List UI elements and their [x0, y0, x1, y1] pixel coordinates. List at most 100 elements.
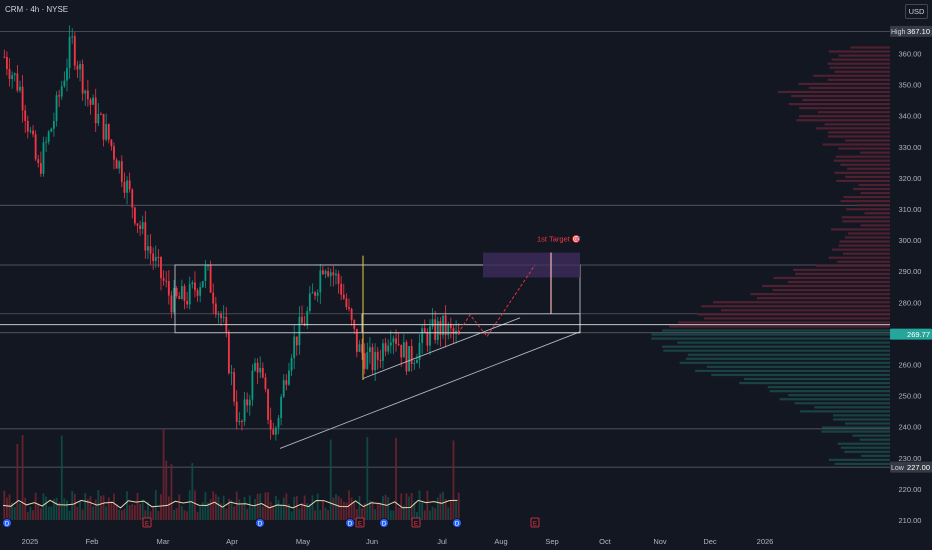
candle-body: [387, 345, 390, 352]
volume-bar: [280, 504, 283, 520]
volume-profile-bar: [701, 305, 890, 308]
volume-bar: [42, 493, 45, 520]
candle-body: [316, 292, 319, 296]
currency-button[interactable]: USD: [905, 4, 928, 19]
volume-bar: [335, 494, 337, 520]
volume-bar: [376, 503, 379, 520]
volume-bar: [79, 500, 81, 520]
candle-body: [162, 278, 165, 281]
volume-profile-bar: [739, 381, 890, 385]
volume-bar: [447, 507, 450, 520]
volume-profile-bar: [651, 333, 890, 336]
candle-body: [272, 429, 275, 435]
volume-bar: [26, 511, 29, 520]
volume-profile-bar: [842, 220, 890, 223]
candle-body: [235, 401, 238, 422]
candle-body: [348, 307, 350, 309]
volume-bar: [308, 504, 311, 520]
volume-profile-bar: [794, 402, 890, 405]
volume-bar: [157, 510, 160, 520]
volume-profile-bar: [845, 175, 890, 178]
volume-bar: [319, 509, 322, 520]
volume-profile-bar: [687, 353, 890, 356]
candle-body: [256, 362, 259, 373]
volume-profile-bar: [827, 135, 890, 138]
volume-bar: [358, 496, 361, 520]
volume-bar: [261, 506, 264, 520]
volume-profile-bar: [857, 204, 890, 207]
x-tick-label: Dec: [703, 537, 717, 546]
candle-body: [267, 389, 269, 420]
candle-body: [251, 370, 254, 400]
volume-bar: [452, 440, 455, 520]
volume-profile-bar: [720, 309, 890, 312]
volume-profile-bar: [788, 102, 890, 106]
volume-bar: [355, 508, 358, 520]
candle-body: [133, 207, 136, 224]
candle-body: [280, 396, 283, 419]
volume-bar: [267, 492, 269, 520]
volume-profile-bar: [846, 208, 890, 211]
volume-bar: [329, 439, 332, 520]
candle-body: [282, 380, 285, 397]
event-marker: E: [411, 517, 421, 528]
volume-profile-bar: [799, 115, 890, 118]
volume-bar: [100, 495, 102, 520]
volume-bar: [32, 510, 34, 520]
x-tick-label: Nov: [653, 537, 667, 546]
volume-bar: [405, 493, 408, 520]
volume-bar: [160, 494, 162, 520]
candle-body: [452, 328, 455, 335]
volume-bar: [165, 460, 168, 520]
candle-body: [152, 253, 155, 262]
candle-body: [368, 347, 371, 353]
x-tick-label: Jun: [366, 537, 378, 546]
candle-body: [447, 324, 450, 336]
candle-body: [53, 121, 55, 129]
volume-bar: [361, 508, 363, 520]
candle-body: [408, 346, 410, 372]
volume-bar: [342, 501, 345, 520]
candle-body: [261, 367, 264, 378]
x-tick-label: Feb: [86, 537, 99, 546]
volume-profile-bar: [834, 70, 890, 73]
volume-profile-bar: [838, 244, 890, 247]
candle-body: [73, 36, 76, 66]
event-letter: D: [5, 522, 10, 528]
volume-bar: [50, 506, 53, 520]
candle-body: [32, 130, 34, 135]
volume-bar: [152, 505, 155, 520]
earnings-icon: [530, 517, 540, 528]
candle-body: [277, 418, 280, 428]
volume-bar: [118, 509, 121, 520]
candle-body: [274, 427, 277, 435]
candle-body: [186, 301, 189, 305]
volume-bar: [53, 498, 55, 520]
volume-bar: [136, 492, 139, 520]
candle-body: [400, 344, 403, 358]
candle-body: [295, 336, 298, 346]
candle-body: [131, 189, 134, 208]
candle-body: [204, 265, 207, 282]
y-tick-label: 330.00: [899, 143, 922, 152]
volume-profile-bar: [815, 264, 890, 267]
rising-trendline: [279, 331, 581, 449]
candle-body: [293, 336, 296, 359]
x-tick-label: Sep: [545, 537, 558, 546]
volume-bar: [243, 496, 246, 520]
volume-bar: [274, 495, 277, 520]
volume-bar: [426, 490, 429, 520]
volume-bar: [39, 508, 42, 520]
volume-bar: [306, 503, 309, 520]
candle-body: [209, 265, 212, 293]
candle-body: [324, 271, 327, 275]
volume-bar: [102, 495, 105, 520]
volume-bar: [238, 499, 241, 520]
volume-profile-bar: [860, 454, 890, 457]
volume-profile-bar: [750, 293, 890, 296]
candle-body: [374, 351, 377, 371]
x-tick-label: 2026: [757, 537, 774, 546]
candle-body: [421, 328, 424, 343]
